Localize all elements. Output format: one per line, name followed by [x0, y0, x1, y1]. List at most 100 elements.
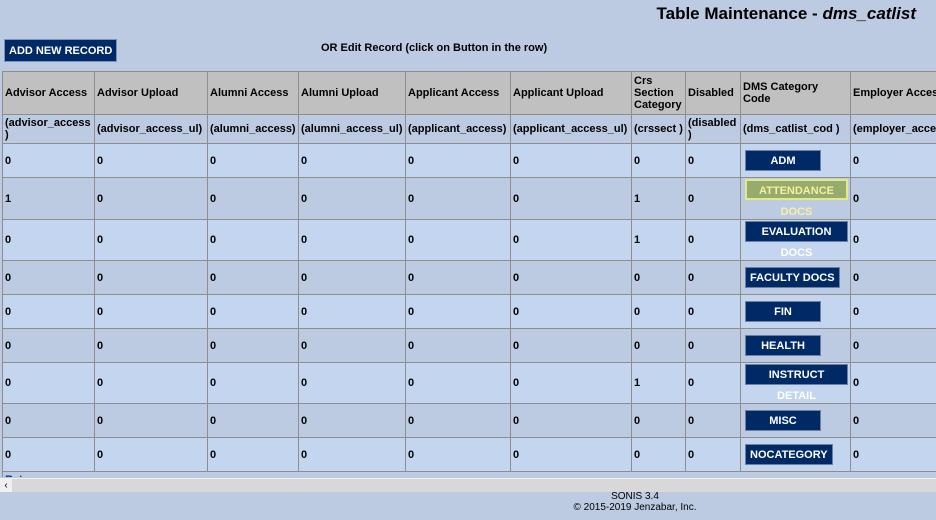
cell: 0 [850, 219, 936, 261]
cell: 0 [631, 328, 686, 363]
cell: 0 [510, 219, 632, 261]
code-cell: HEALTH [740, 328, 851, 363]
cell: 0 [510, 437, 632, 472]
cell: 0 [298, 362, 406, 404]
cell: 0 [207, 177, 299, 220]
cell: 0 [631, 437, 686, 472]
page-title: Table Maintenance - dms_catlist [657, 4, 917, 24]
add-new-record-button[interactable]: ADD NEW RECORD [4, 39, 118, 62]
edit-hint: OR Edit Record (click on Button in the r… [321, 42, 548, 54]
field-name-row: (advisor_access ) (advisor_access_ul) (alu… [2, 114, 936, 144]
return-link[interactable]: Return [5, 474, 40, 477]
horizontal-scrollbar[interactable]: ‹ [0, 478, 936, 492]
cell: 0 [298, 437, 406, 472]
cell: 0 [94, 260, 208, 295]
edit-record-button[interactable]: HEALTH [745, 335, 821, 356]
cell: 0 [850, 143, 936, 178]
field-name: (alumni_access) [207, 114, 299, 144]
field-name: (dms_catlist_cod ) [740, 114, 851, 144]
cell: 0 [631, 294, 686, 329]
edit-record-button[interactable]: INSTRUCT DETAIL [745, 364, 848, 402]
cell: 0 [405, 219, 511, 261]
cell: 0 [298, 177, 406, 220]
cell: 0 [2, 260, 95, 295]
column-header: Crs Section Category [631, 71, 686, 115]
cell: 1 [631, 177, 686, 220]
table-row: 0 0 0 0 0 0 1 0 INSTRUCT DETAIL 0 [2, 362, 936, 404]
edit-record-button[interactable]: MISC [745, 410, 821, 431]
code-cell: ATTENDANCE DOCS [740, 177, 851, 220]
cell: 0 [94, 143, 208, 178]
edit-record-button[interactable]: NOCATEGORY [745, 444, 833, 465]
cell: 0 [405, 328, 511, 363]
cell: 1 [2, 177, 95, 220]
code-cell: NOCATEGORY [740, 437, 851, 472]
code-cell: FACULTY DOCS [740, 260, 851, 295]
cell: 0 [2, 219, 95, 261]
cell: 0 [631, 143, 686, 178]
cell: 0 [685, 143, 741, 178]
column-header: Employer Access [850, 71, 936, 115]
table-name: dms_catlist [822, 4, 916, 23]
column-header: Alumni Access [207, 71, 299, 115]
scroll-left-icon[interactable]: ‹ [0, 479, 12, 492]
cell: 0 [850, 403, 936, 438]
table-row: 1 0 0 0 0 0 1 0 ATTENDANCE DOCS 0 [2, 177, 936, 220]
cell: 0 [94, 362, 208, 404]
cell: 0 [207, 219, 299, 261]
cell: 0 [510, 403, 632, 438]
table-row: 0 0 0 0 0 0 0 0 ADM 0 [2, 143, 936, 178]
cell: 0 [631, 260, 686, 295]
cell: 0 [685, 328, 741, 363]
cell: 0 [405, 437, 511, 472]
cell: 0 [685, 260, 741, 295]
code-cell: ADM [740, 143, 851, 178]
cell: 0 [850, 260, 936, 295]
cell: 0 [2, 328, 95, 363]
cell: 0 [850, 437, 936, 472]
copyright: © 2015-2019 Jenzabar, Inc. [573, 502, 697, 513]
cell: 0 [850, 362, 936, 404]
cell: 0 [2, 362, 95, 404]
footer: SONIS 3.4 © 2015-2019 Jenzabar, Inc. [0, 491, 936, 513]
cell: 0 [405, 260, 511, 295]
column-header: Advisor Access [2, 71, 95, 115]
table-row: 0 0 0 0 0 0 0 0 FACULTY DOCS 0 [2, 260, 936, 295]
cell: 0 [2, 403, 95, 438]
version: SONIS 3.4 [611, 491, 659, 502]
field-name: (applicant_access) [405, 114, 511, 144]
cell: 0 [207, 260, 299, 295]
cell: 0 [405, 294, 511, 329]
field-name: (employer_access) [850, 114, 936, 144]
edit-record-button[interactable]: FIN [745, 301, 821, 322]
cell: 0 [298, 143, 406, 178]
cell: 0 [298, 403, 406, 438]
edit-record-button[interactable]: ATTENDANCE DOCS [745, 179, 848, 218]
field-name: (applicant_access_ul) [510, 114, 632, 144]
field-name: (disabled ) [685, 114, 741, 144]
field-name: (advisor_access_ul) [94, 114, 208, 144]
column-header: Advisor Upload [94, 71, 208, 115]
edit-record-button[interactable]: FACULTY DOCS [745, 267, 840, 288]
edit-record-button[interactable]: ADM [745, 150, 821, 171]
cell: 0 [510, 328, 632, 363]
cell: 0 [685, 177, 741, 220]
cell: 0 [510, 143, 632, 178]
cell: 0 [510, 294, 632, 329]
cell: 0 [850, 294, 936, 329]
cell: 0 [94, 437, 208, 472]
cell: 0 [850, 177, 936, 220]
cell: 0 [405, 143, 511, 178]
field-name: (crssect ) [631, 114, 686, 144]
table-row: 0 0 0 0 0 0 0 0 NOCATEGORY 0 [2, 437, 936, 472]
column-header: DMS Category Code [740, 71, 851, 115]
code-cell: INSTRUCT DETAIL [740, 362, 851, 404]
cell: 0 [207, 362, 299, 404]
cell: 1 [631, 219, 686, 261]
cell: 0 [207, 294, 299, 329]
edit-record-button[interactable]: EVALUATION DOCS [745, 221, 848, 259]
table-row: 0 0 0 0 0 0 0 0 MISC 0 [2, 403, 936, 438]
cell: 0 [94, 219, 208, 261]
column-header: Disabled [685, 71, 741, 115]
cell: 0 [94, 294, 208, 329]
